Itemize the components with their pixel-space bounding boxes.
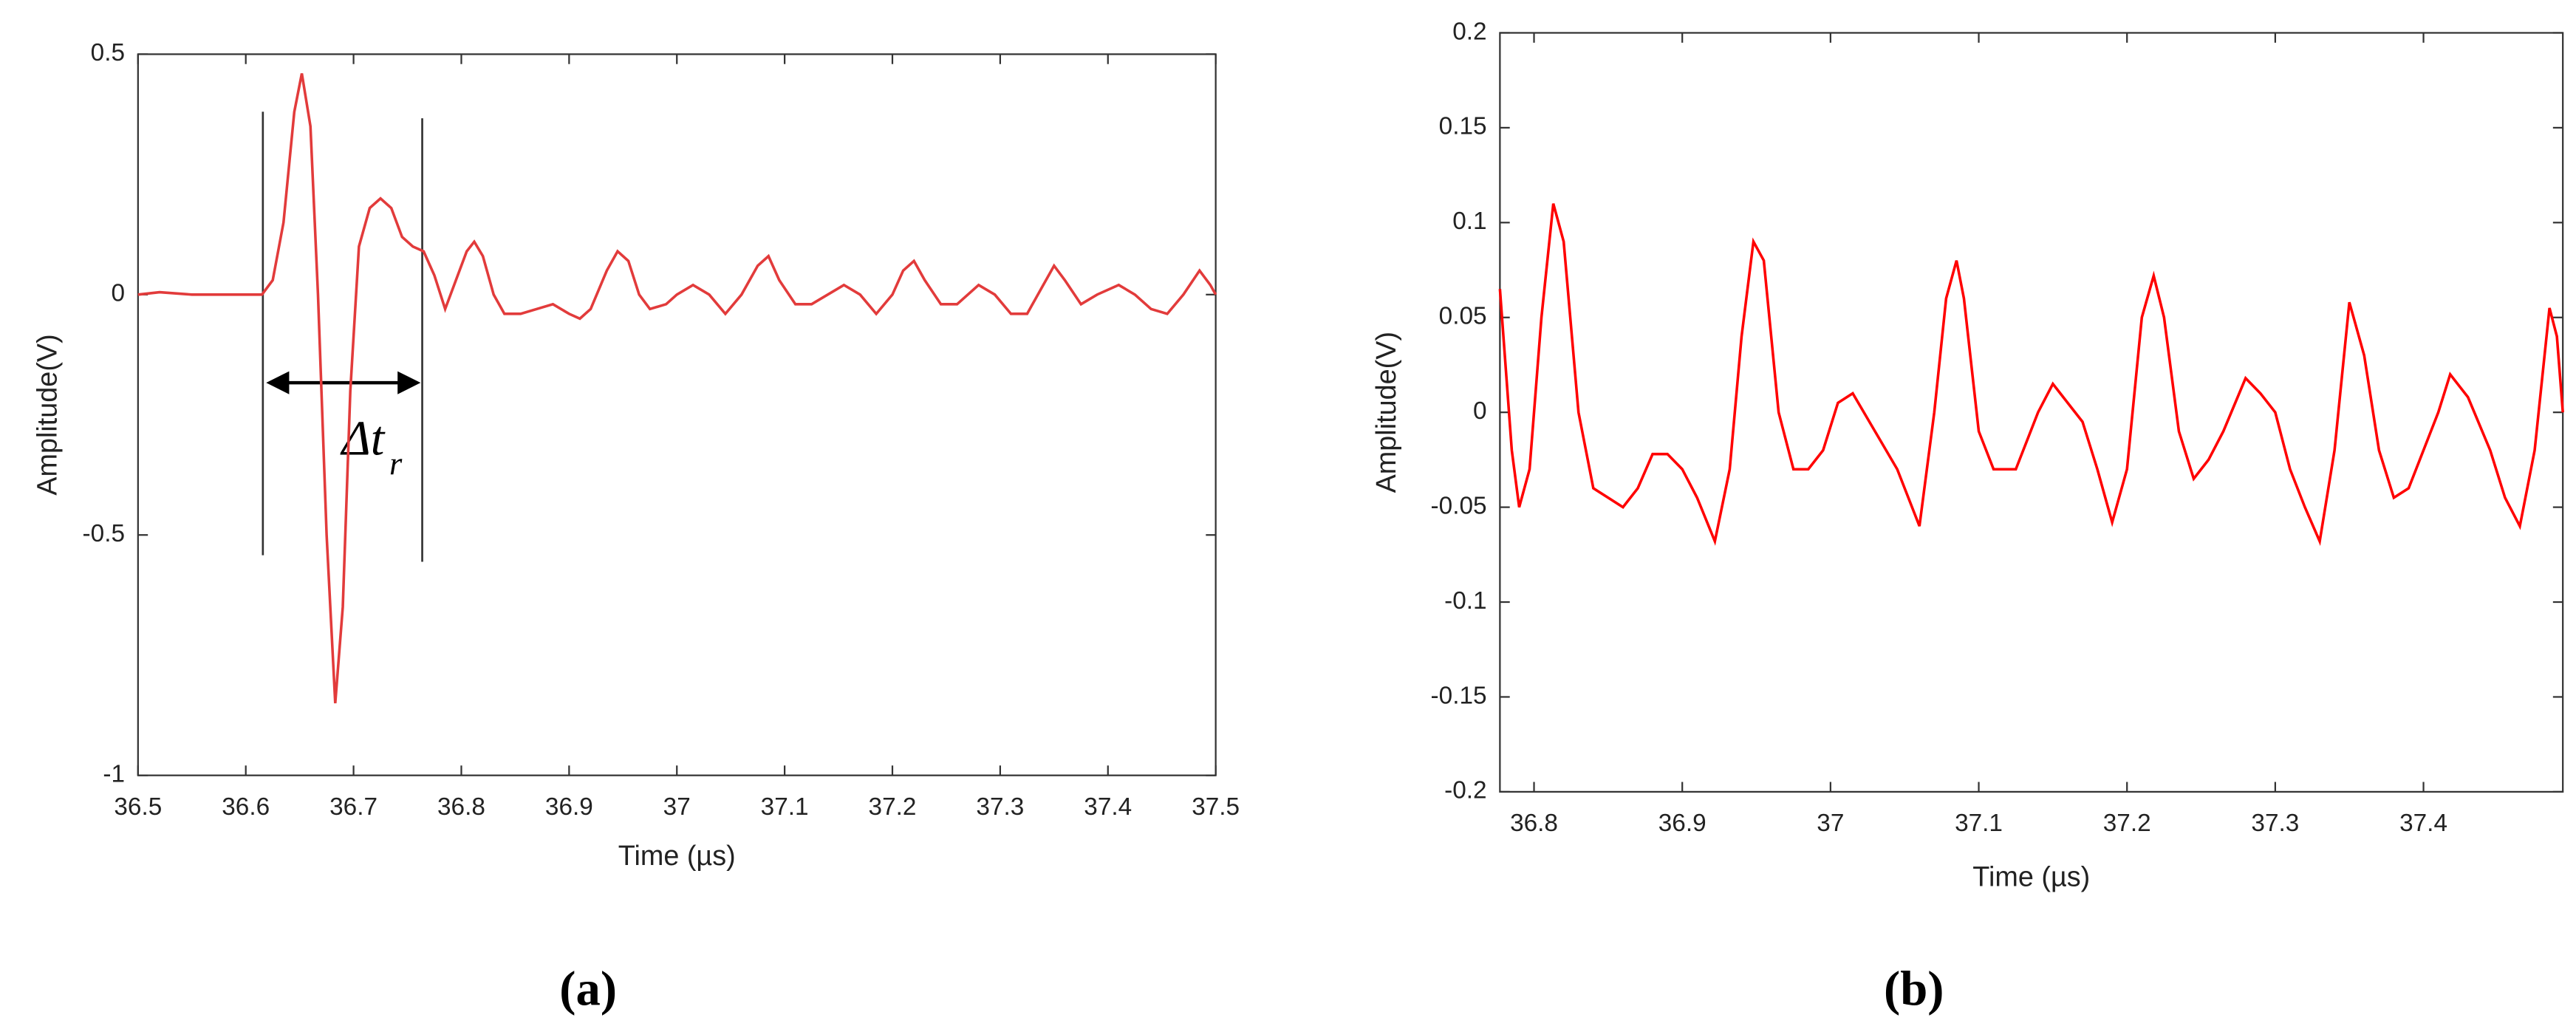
x-tick-label: 37.3 xyxy=(976,793,1024,821)
y-tick-label: 0.05 xyxy=(1439,303,1487,330)
delta-label: Δt xyxy=(340,412,386,466)
x-tick-label: 36.6 xyxy=(222,793,270,821)
x-tick-label: 37.1 xyxy=(761,793,809,821)
y-tick-label: 0.2 xyxy=(1452,18,1486,45)
x-tick-label: 36.9 xyxy=(545,793,593,821)
y-tick-label: -0.05 xyxy=(1431,492,1487,519)
x-tick-label: 36.9 xyxy=(1658,810,1706,837)
x-tick-label: 37.4 xyxy=(2399,810,2447,837)
x-tick-label: 36.7 xyxy=(329,793,377,821)
x-axis-label: Time (µs) xyxy=(618,841,736,872)
plot-frame xyxy=(137,53,1217,776)
x-tick-label: 37 xyxy=(1817,810,1844,837)
caption: (b) xyxy=(1884,963,1944,1016)
x-tick-label: 37.4 xyxy=(1084,793,1132,821)
y-tick-label: 0.5 xyxy=(91,39,125,66)
x-tick-label: 37.3 xyxy=(2251,810,2299,837)
x-tick-label: 36.8 xyxy=(437,793,485,821)
y-tick-label: -1 xyxy=(103,760,125,787)
x-tick-label: 37 xyxy=(663,793,691,821)
x-axis-label: Time (µs) xyxy=(1972,862,2090,893)
x-tick-label: 36.8 xyxy=(1510,810,1558,837)
y-axis-label: Amplitude(V) xyxy=(33,334,64,495)
y-tick-label: -0.5 xyxy=(83,520,125,547)
y-tick-label: -0.15 xyxy=(1431,682,1487,709)
data-line xyxy=(137,73,1217,704)
x-tick-label: 37.1 xyxy=(1955,810,2003,837)
x-tick-label: 36.5 xyxy=(114,793,162,821)
y-tick-label: 0 xyxy=(111,280,125,307)
x-tick-label: 37.5 xyxy=(1192,793,1240,821)
y-tick-label: 0.15 xyxy=(1439,113,1487,140)
x-tick-label: 37.2 xyxy=(869,793,917,821)
delta-subscript: r xyxy=(389,445,403,482)
y-axis-label: Amplitude(V) xyxy=(1371,332,1402,493)
x-tick-label: 37.2 xyxy=(2103,810,2151,837)
y-tick-label: 0.1 xyxy=(1452,208,1486,235)
plot-frame xyxy=(1499,32,2564,793)
caption: (a) xyxy=(559,963,617,1016)
y-tick-label: -0.1 xyxy=(1444,587,1486,615)
y-tick-label: -0.2 xyxy=(1444,777,1486,804)
data-line xyxy=(1498,203,2564,547)
y-tick-label: 0 xyxy=(1473,397,1487,425)
